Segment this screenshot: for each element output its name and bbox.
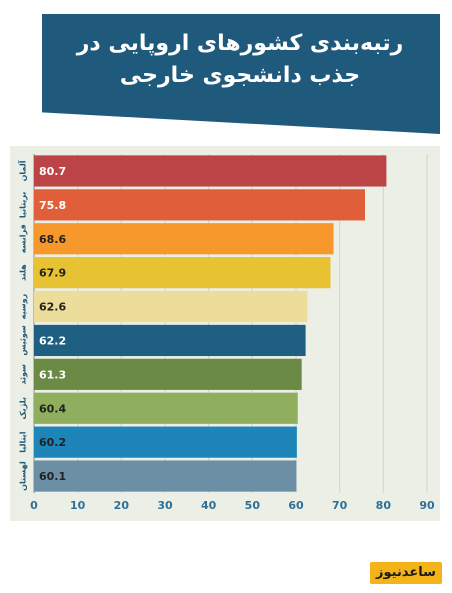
x-tick-label: 0 (30, 499, 38, 512)
bar (34, 155, 387, 187)
bar-value-label: 60.2 (39, 436, 66, 449)
x-tick-label: 80 (376, 499, 392, 512)
bar-value-label: 61.3 (39, 368, 66, 381)
category-label: سوئد (19, 364, 28, 385)
bar (34, 257, 331, 289)
x-tick-label: 50 (245, 499, 261, 512)
category-label: فرانسه (19, 224, 28, 253)
x-tick-label: 10 (70, 499, 86, 512)
bar-value-label: 67.9 (39, 267, 66, 280)
page-title: رتبه‌بندی کشورهای اروپایی در جذب دانشجوی… (76, 31, 404, 88)
bar-chart: 0 10 20 30 40 50 60 70 80 90 80.7 آلمان 75.8 بریتانیا… (18, 154, 435, 512)
bar-value-label: 60.1 (39, 470, 66, 483)
category-label: هلند (19, 264, 28, 281)
category-label: بلژیک (19, 397, 28, 419)
bar-value-label: 62.2 (39, 334, 66, 347)
x-tick-label: 60 (288, 499, 304, 512)
brand-logo: ساعدنیوز (370, 562, 442, 584)
category-label: ایتالیا (19, 431, 28, 453)
x-tick-label: 90 (419, 499, 435, 512)
bar (34, 324, 306, 357)
bar-value-label: 68.6 (39, 233, 66, 246)
category-label: لهستان (19, 461, 28, 491)
category-label: بریتانیا (19, 192, 28, 219)
bar (34, 426, 297, 458)
title-banner (42, 14, 440, 134)
x-tick-label: 20 (114, 499, 130, 512)
x-tick-label: 70 (332, 499, 348, 512)
category-label: روسیه (19, 293, 28, 319)
bar-value-label: 62.6 (39, 301, 66, 314)
x-tick-label: 40 (201, 499, 217, 512)
bar (34, 358, 302, 390)
bar-value-label: 60.4 (39, 402, 66, 415)
category-label: آلمان (18, 160, 28, 181)
bar (34, 392, 298, 424)
chart-panel: 0 10 20 30 40 50 60 70 80 90 80.7 آلمان 75.8 بریتانیا… (10, 146, 440, 521)
category-label: سوئیس (19, 325, 29, 356)
bar-value-label: 80.7 (39, 165, 66, 178)
bar (34, 189, 365, 221)
x-tick-label: 30 (157, 499, 173, 512)
bar (34, 290, 308, 323)
bar (34, 223, 334, 255)
bar-value-label: 75.8 (39, 199, 66, 212)
bar (34, 460, 297, 492)
